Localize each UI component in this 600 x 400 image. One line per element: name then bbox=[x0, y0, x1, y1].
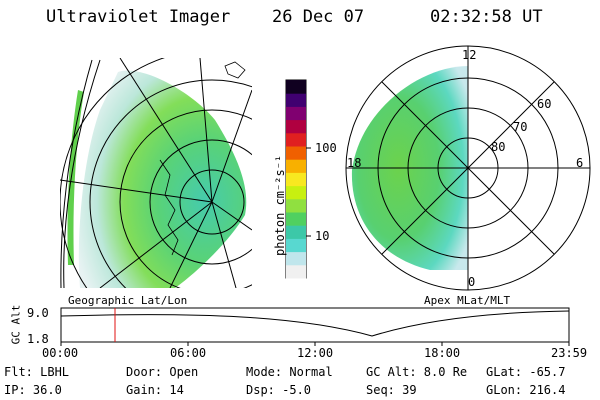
colorbar-segment bbox=[286, 212, 306, 226]
colorbar-tick-100: 100 bbox=[315, 141, 337, 155]
alt-ytick-9: 9.0 bbox=[27, 306, 49, 320]
mlt-label-18: 18 bbox=[347, 156, 362, 170]
geo-aurora-emission bbox=[78, 70, 247, 288]
colorbar-segment bbox=[286, 159, 306, 173]
colorbar-segment bbox=[286, 146, 306, 160]
colorbar-segment bbox=[286, 198, 306, 213]
alt-ylabel: GC Alt bbox=[9, 304, 23, 345]
glat-info: GLat: -65.7 bbox=[486, 365, 566, 379]
colorbar-segment bbox=[286, 93, 306, 107]
mlt-label-12: 12 bbox=[462, 48, 477, 62]
colorbar-segment bbox=[286, 106, 306, 121]
instrument-title: Ultraviolet Imager bbox=[46, 7, 231, 27]
time-label: 02:32:58 UT bbox=[430, 7, 543, 27]
seq-info: Seq: 39 bbox=[366, 383, 417, 397]
alt-xtick-1200: 12:00 bbox=[297, 346, 334, 360]
geo-panel-label: Geographic Lat/Lon bbox=[68, 294, 188, 307]
date-label: 26 Dec 07 bbox=[272, 7, 365, 27]
altitude-curve bbox=[60, 310, 570, 337]
geo-coastline bbox=[159, 159, 179, 256]
door-info: Door: Open bbox=[126, 365, 199, 379]
color-bar bbox=[285, 79, 311, 279]
colorbar-segment bbox=[286, 225, 306, 239]
glon-info: GLon: 216.4 bbox=[486, 383, 566, 397]
colorbar-segment bbox=[286, 251, 306, 266]
gain-info: Gain: 14 bbox=[126, 383, 184, 397]
colorbar-segment bbox=[286, 80, 306, 94]
colorbar-segment bbox=[286, 119, 306, 134]
alt-xtick-2359: 23:59 bbox=[551, 346, 588, 360]
alt-xtick-0600: 06:00 bbox=[170, 346, 207, 360]
alt-xtick-0000: 00:00 bbox=[42, 346, 79, 360]
altitude-plot bbox=[60, 307, 570, 346]
polar-panel bbox=[345, 45, 591, 291]
polar-panel-label: Apex MLat/MLT bbox=[424, 294, 511, 307]
colorbar-segment bbox=[286, 264, 306, 279]
lat-label-60: 60 bbox=[537, 97, 552, 111]
colorbar-segment bbox=[286, 238, 306, 253]
lat-label-80: 80 bbox=[491, 140, 506, 154]
gc-alt-info: GC Alt: 8.0 Re bbox=[366, 365, 468, 379]
filter-info: Flt: LBHL bbox=[4, 365, 70, 379]
mlt-label-6: 6 bbox=[576, 156, 584, 170]
dsp-info: Dsp: -5.0 bbox=[246, 383, 312, 397]
alt-ytick-1.8: 1.8 bbox=[27, 332, 49, 346]
colorbar-segment bbox=[286, 185, 306, 200]
mlt-label-0: 0 bbox=[468, 275, 476, 289]
geo-coastline-north bbox=[224, 61, 246, 79]
colorbar-tick-10: 10 bbox=[315, 229, 330, 243]
mode-info: Mode: Normal bbox=[246, 365, 333, 379]
geo-grid bbox=[60, 58, 252, 288]
lat-label-70: 70 bbox=[513, 120, 528, 134]
geo-aurora-edge-arc bbox=[67, 90, 84, 265]
polar-grid bbox=[345, 45, 591, 291]
alt-xtick-1800: 18:00 bbox=[424, 346, 461, 360]
colorbar-segment bbox=[286, 132, 306, 147]
colorbar-segment bbox=[286, 172, 306, 187]
ip-info: IP: 36.0 bbox=[4, 383, 62, 397]
